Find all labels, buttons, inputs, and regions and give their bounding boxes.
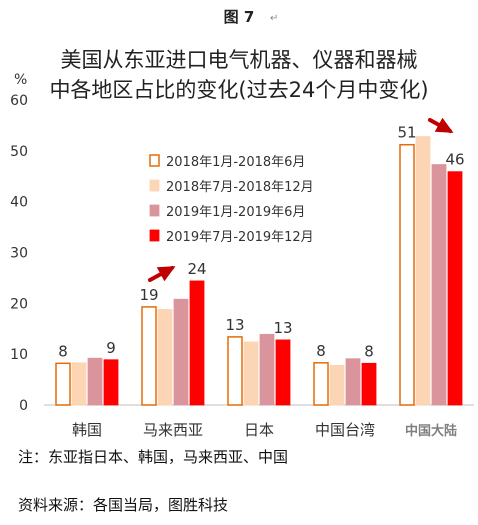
legend-swatch [149,229,160,242]
y-tick-label: 30 [10,246,28,262]
legend-entry: 2018年7月-2018年12月 [166,180,314,195]
category-label: 马来西亚 [143,421,203,439]
bar-2-0 [71,362,87,406]
y-tick-label: 0 [19,398,28,414]
bar-1-1 [141,306,157,406]
bar-2-3 [329,364,345,406]
paragraph-mark: ↵ [270,13,279,24]
legend-swatch [149,179,160,192]
data-label: 46 [445,151,464,169]
data-label: 8 [316,342,326,360]
bar-2-2 [243,341,259,406]
trend-arrow-up-head [156,266,176,282]
bar-3-0 [87,357,103,406]
data-label: 51 [397,124,416,142]
y-tick-label: 60 [10,93,28,109]
bar-3-1 [173,298,189,406]
y-axis-unit: % [14,72,27,88]
bar-4-1 [189,280,205,406]
legend-swatch [149,204,160,217]
legend-entry: 2019年1月-2019年6月 [166,205,305,220]
y-tick-label: 10 [10,347,28,363]
bar-2-1 [157,309,173,406]
data-label: 8 [364,342,374,360]
bar-3-4 [431,164,447,406]
data-label: 24 [187,260,206,278]
trend-arrow-down-head [434,117,454,133]
bar-1-3 [313,362,329,406]
category-label: 中国大陆 [405,423,457,439]
chart-note: 注：东亚指日本、韩国，马来西亚、中国 [18,448,289,466]
category-label: 中国台湾 [315,421,375,439]
legend-swatch [149,154,160,167]
legend-entry: 2018年1月-2018年6月 [166,155,305,170]
bar-1-4 [399,143,415,406]
chart-source: 资料来源：各国当局，图胜科技 [18,496,229,514]
bar-3-2 [259,333,275,406]
y-tick-label: 20 [10,296,28,312]
data-label: 9 [106,339,116,357]
category-label: 日本 [244,421,274,439]
bar-4-0 [103,359,119,406]
category-label: 韩国 [72,421,102,439]
data-label: 19 [139,286,158,304]
bar-4-3 [361,362,377,406]
bar-2-4 [415,136,431,406]
data-label: 8 [58,342,68,360]
bar-3-3 [345,358,361,406]
bar-1-2 [227,336,243,406]
bar-4-2 [275,339,291,406]
legend-entry: 2019年7月-2019年12月 [166,230,314,245]
chart-title-line-2: 中各地区占比的变化(过去24个月中变化) [49,78,429,102]
bar-1-0 [55,362,71,406]
y-tick-label: 40 [10,195,28,211]
data-label: 13 [225,316,244,334]
bar-4-4 [447,171,463,406]
chart-title-line-1: 美国从东亚进口电气机器、仪器和器械 [60,48,418,72]
y-tick-label: 50 [10,144,28,160]
data-label: 13 [273,319,292,337]
figure-label: 图 7 [223,8,255,26]
